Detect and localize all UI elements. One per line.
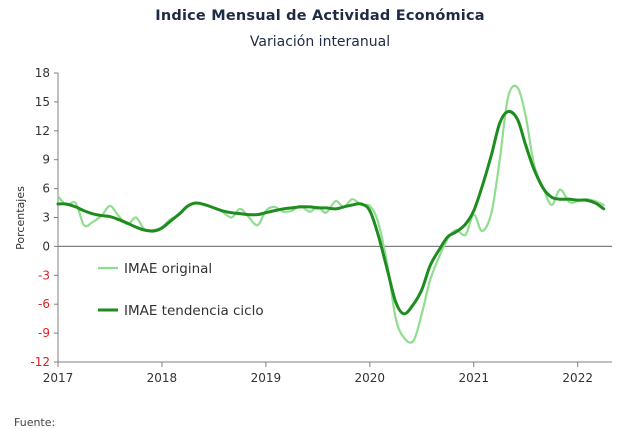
source-label: Fuente: [14, 416, 56, 429]
chart-subtitle: Variación interanual [249, 34, 391, 50]
y-tick-label: 15 [35, 95, 50, 109]
y-tick-label: 9 [42, 153, 50, 167]
legend-label-tendencia: IMAE tendencia ciclo [124, 303, 264, 319]
y-tick-label: 6 [42, 182, 50, 196]
y-tick-label: -12 [30, 355, 50, 369]
x-tick-label: 2018 [147, 371, 178, 385]
y-tick-label: -3 [38, 268, 50, 282]
y-tick-label: -6 [38, 297, 50, 311]
x-tick-label: 2017 [43, 371, 74, 385]
x-tick-label: 2022 [562, 371, 593, 385]
y-tick-label: 18 [35, 66, 50, 80]
y-tick-label: 0 [42, 239, 50, 253]
chart-title: Indice Mensual de Actividad Económica [155, 8, 485, 24]
y-tick-label: -9 [38, 326, 50, 340]
x-tick-label: 2021 [458, 371, 489, 385]
series-line-tendencia [56, 109, 606, 316]
y-tick-label: 3 [42, 211, 50, 225]
legend: IMAE original IMAE tendencia ciclo [98, 261, 264, 319]
x-tick-label: 2020 [355, 371, 386, 385]
y-tick-label: 12 [35, 124, 50, 138]
x-tick-label: 2019 [251, 371, 282, 385]
y-axis-label: Porcentajes [14, 186, 27, 250]
legend-label-original: IMAE original [124, 261, 212, 277]
